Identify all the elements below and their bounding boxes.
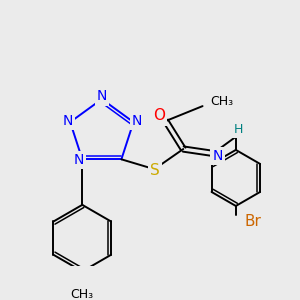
Text: N: N <box>132 114 142 128</box>
Text: N: N <box>62 114 73 128</box>
Text: CH₃: CH₃ <box>210 95 234 108</box>
Text: N: N <box>97 89 107 103</box>
Text: S: S <box>150 164 160 178</box>
Text: N: N <box>74 153 84 167</box>
Text: Br: Br <box>244 214 262 229</box>
Text: N: N <box>212 149 223 163</box>
Text: CH₃: CH₃ <box>71 288 94 300</box>
Text: H: H <box>234 123 243 136</box>
Text: O: O <box>153 108 165 123</box>
